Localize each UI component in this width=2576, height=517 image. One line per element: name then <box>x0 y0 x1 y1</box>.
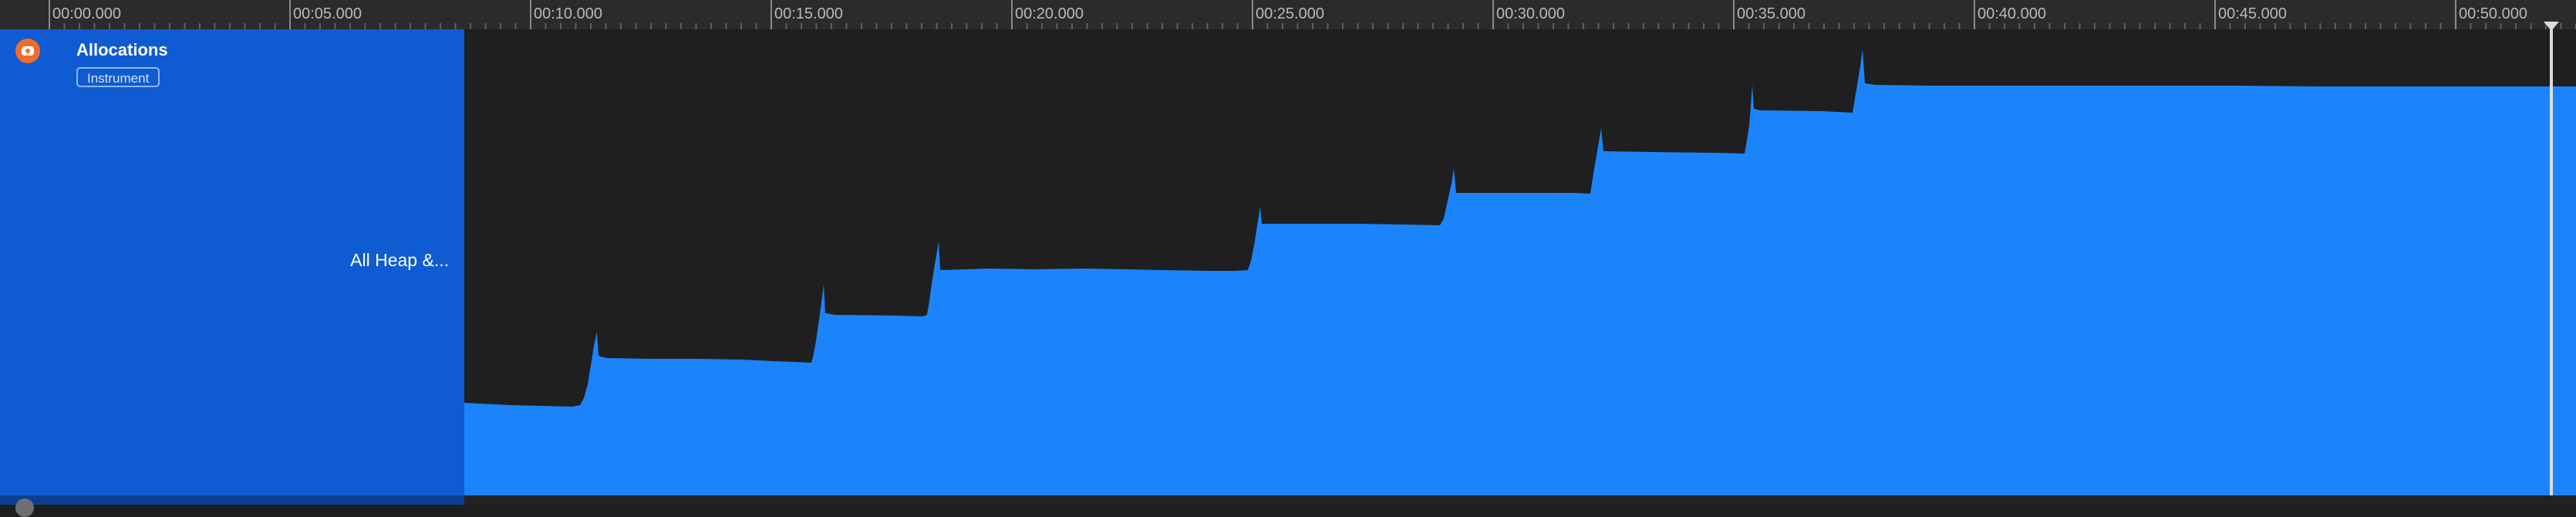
allocation-area-chart <box>464 49 2576 495</box>
ruler-tick-label: 00:25.000 <box>1256 5 1324 22</box>
ruler-tick-label: 00:50.000 <box>2459 5 2527 22</box>
record-icon[interactable] <box>15 39 40 63</box>
ruler-tick-label: 00:05.000 <box>293 5 362 22</box>
ruler-tick-label: 00:15.000 <box>774 5 843 22</box>
playhead-line[interactable] <box>2550 29 2553 495</box>
timeline-ruler[interactable]: 00:00.000 00:05.000 00:10.000 00:15.000 00:2… <box>0 0 2576 29</box>
ruler-tick-label: 00:30.000 <box>1496 5 1565 22</box>
instrument-title: Allocations <box>76 40 168 59</box>
ruler-tick-label: 00:20.000 <box>1015 5 1084 22</box>
track-label: All Heap &... <box>350 250 449 270</box>
bottom-bar <box>0 495 2576 517</box>
ruler-tick-label: 00:00.000 <box>52 5 121 22</box>
ruler-tick-label: 00:45.000 <box>2218 5 2287 22</box>
bottom-bar-left <box>0 495 464 505</box>
scroll-knob[interactable] <box>15 498 34 517</box>
ruler-tick-label: 00:40.000 <box>1978 5 2046 22</box>
ruler-tick-label: 00:10.000 <box>534 5 602 22</box>
ruler-ticks: 00:00.000 00:05.000 00:10.000 00:15.000 00:2… <box>49 0 2576 29</box>
track-header[interactable]: Allocations Instrument All Heap &... <box>0 29 464 495</box>
playhead-marker-icon[interactable] <box>2544 22 2559 32</box>
allocations-graph[interactable] <box>464 29 2576 495</box>
instrument-badge: Instrument <box>76 67 160 87</box>
allocation-area <box>464 49 2576 495</box>
ruler-tick-label: 00:35.000 <box>1737 5 1806 22</box>
